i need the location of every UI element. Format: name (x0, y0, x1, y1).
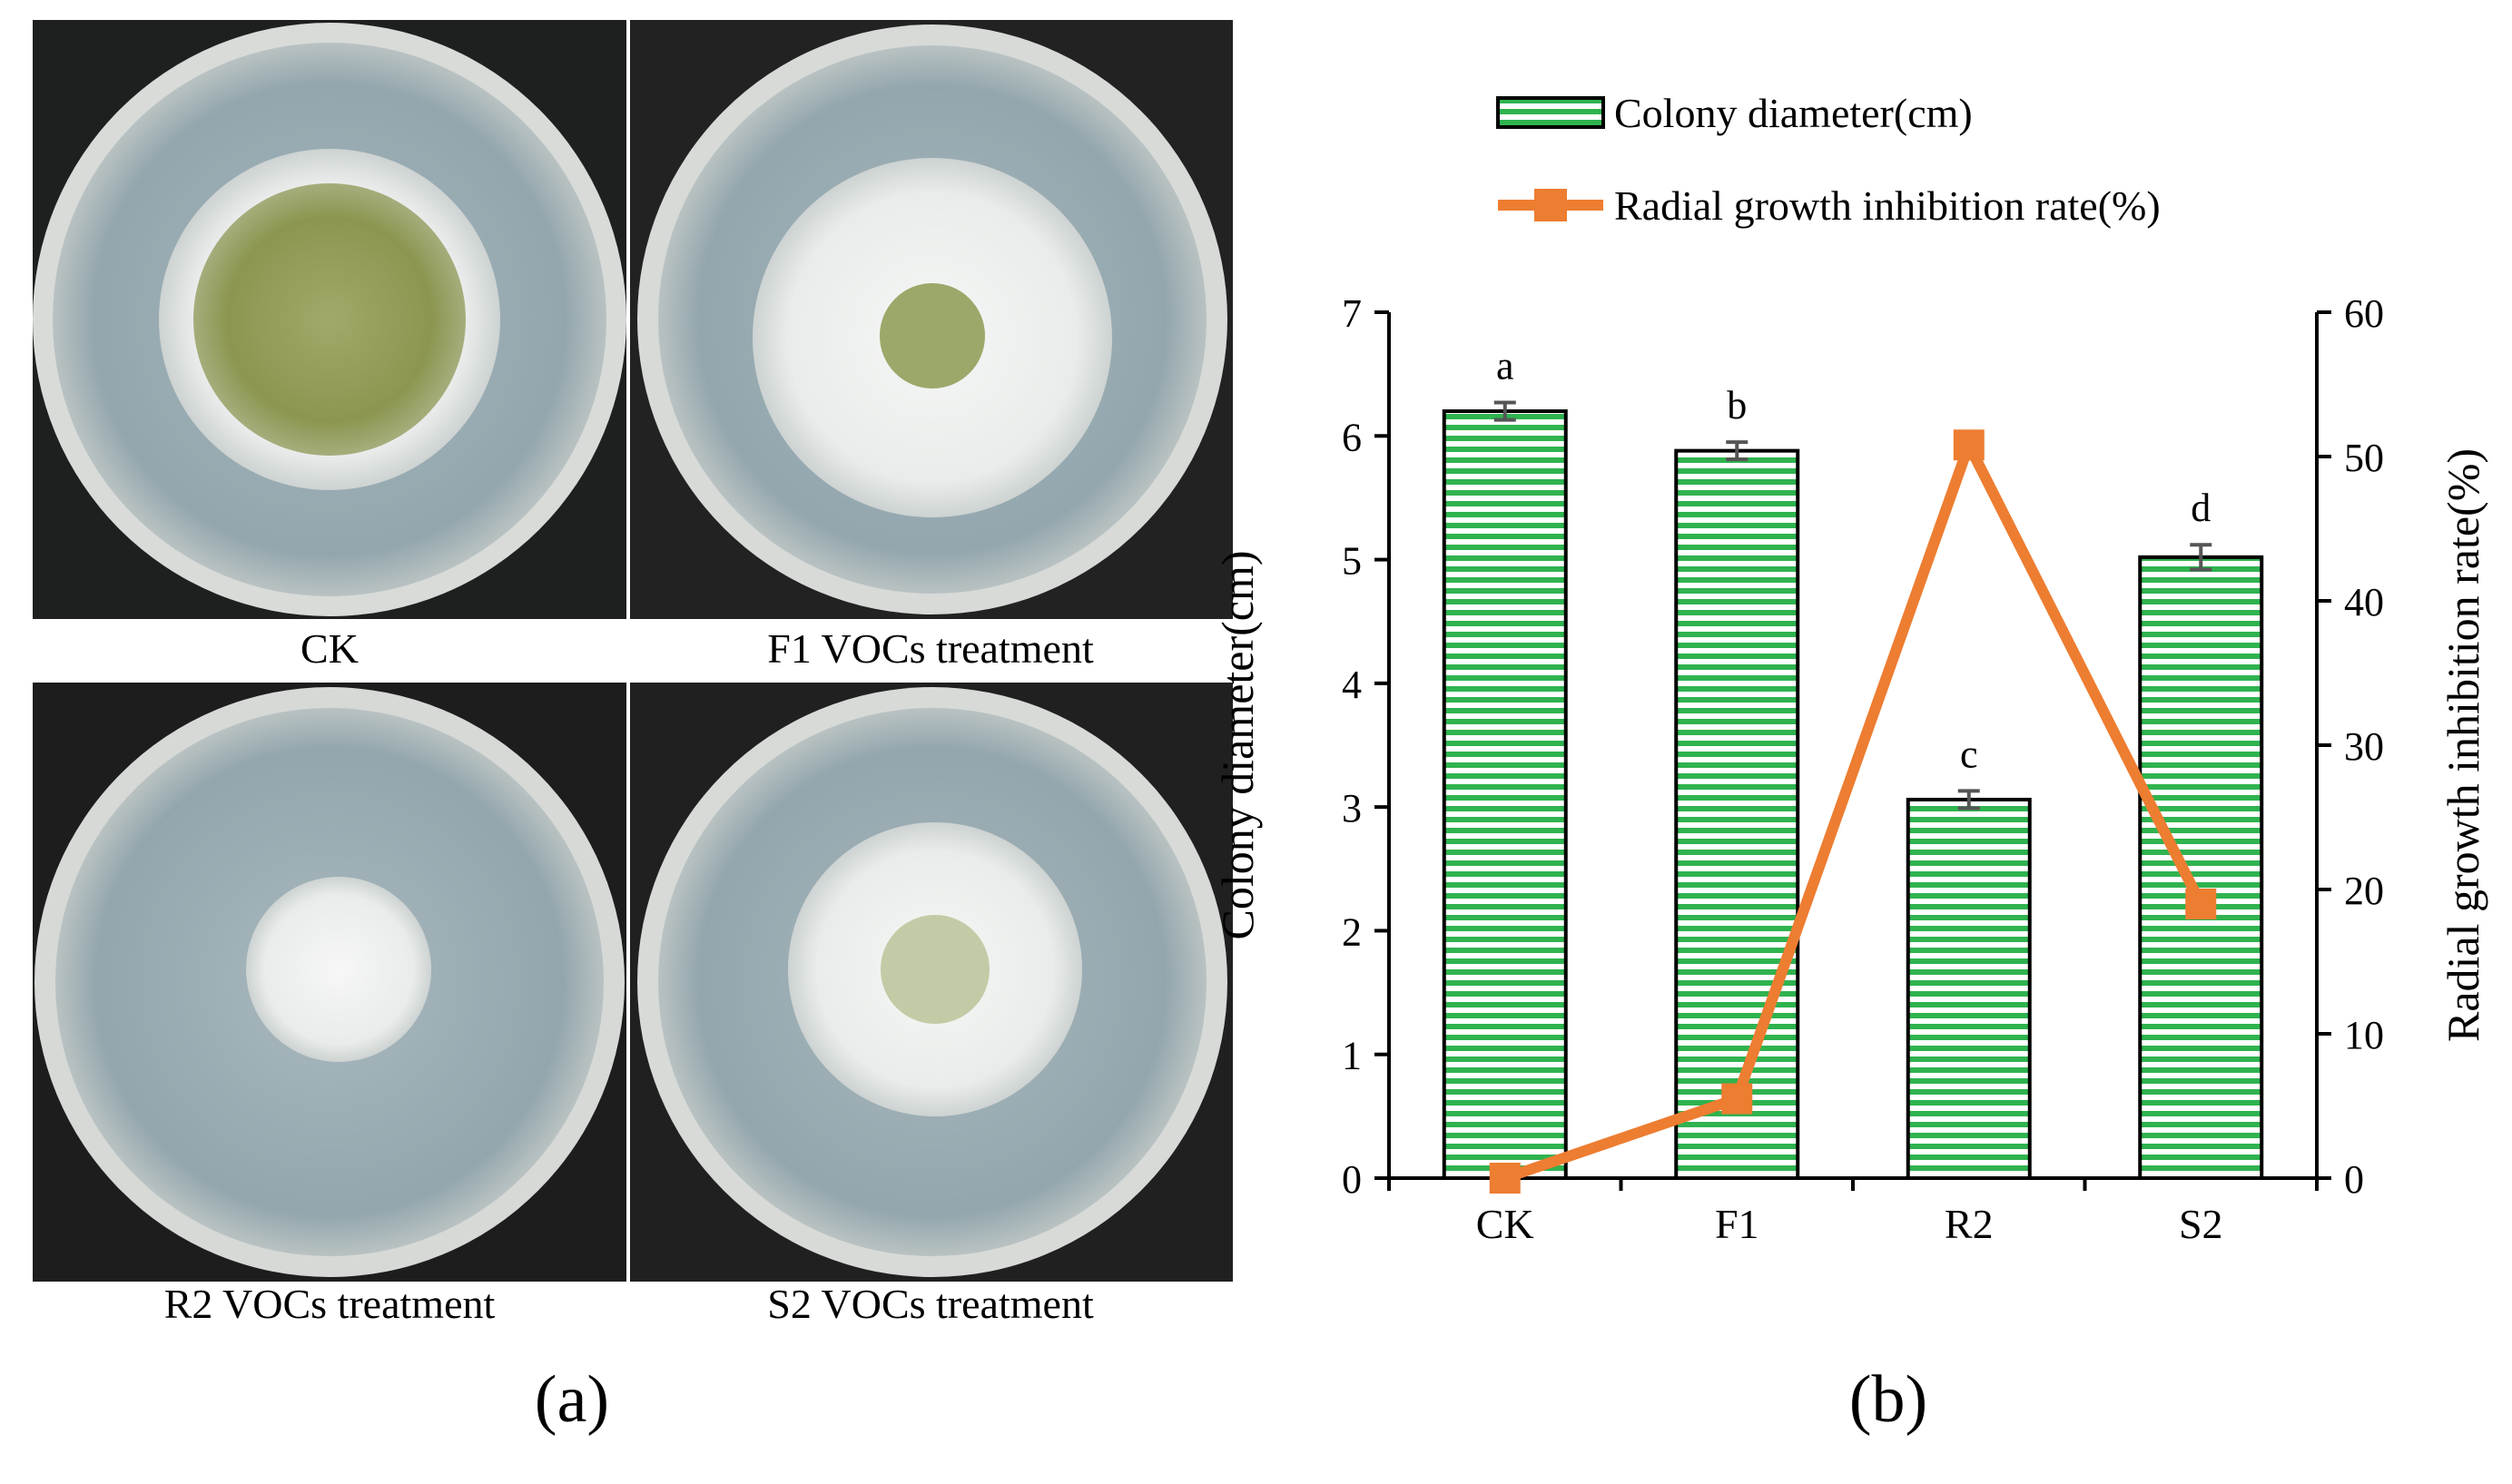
significance-letter: c (1960, 732, 1978, 776)
line-marker-s2 (2185, 888, 2217, 919)
bar-f1 (1674, 448, 1800, 1180)
line-marker-r2 (1953, 429, 1985, 461)
y-tick-label-left: 3 (1342, 786, 1362, 830)
y-tick-label-right: 30 (2344, 724, 2384, 769)
legend: Colony diameter(cm) Radial growth inhibit… (1496, 90, 2161, 229)
y-axis-title-left: Colony diameter(cm) (1212, 550, 1263, 939)
olive-center-f1 (880, 283, 985, 388)
panel-label-a: (a) (534, 1362, 610, 1437)
panel-a-photos (33, 20, 1233, 1282)
y-tick-label-right: 50 (2344, 436, 2384, 480)
legend-bar-swatch (1496, 96, 1605, 129)
bar-series: a b c d (1442, 343, 2264, 1180)
y-tick-label-left: 2 (1342, 909, 1362, 954)
x-tick-label: CK (1476, 1201, 1534, 1247)
panel-label-b: (b) (1848, 1362, 1928, 1437)
line-marker-ck (1489, 1163, 1521, 1194)
photo-label-r2: R2 VOCs treatment (163, 1281, 496, 1327)
chart-axes: 0 1 2 3 4 5 6 7 0 10 20 30 40 50 60 CK F1 R2 S2 Colony diam… (1212, 291, 2488, 1247)
x-tick-label: S2 (2179, 1201, 2223, 1247)
y-tick-label-right: 10 (2344, 1013, 2384, 1057)
line-marker-f1 (1721, 1083, 1753, 1115)
bar-s2 (2138, 555, 2264, 1180)
y-tick-label-right: 0 (2344, 1157, 2364, 1202)
photo-ck (33, 20, 626, 619)
photo-r2 (33, 683, 626, 1282)
bar-ck (1442, 409, 1568, 1180)
legend-line-marker (1534, 189, 1567, 221)
inhibition-line (1502, 439, 2206, 1184)
legend-bar-label: Colony diameter(cm) (1614, 90, 1973, 136)
y-tick-label-left: 7 (1342, 291, 1362, 336)
y-tick-label-left: 0 (1342, 1157, 1362, 1202)
photo-label-ck: CK (300, 625, 359, 672)
photo-label-s2: S2 VOCs treatment (767, 1281, 1094, 1327)
y-tick-label-left: 1 (1342, 1034, 1362, 1078)
x-tick-label: R2 (1945, 1201, 1994, 1247)
significance-letter: d (2191, 486, 2211, 530)
y-tick-label-right: 40 (2344, 580, 2384, 624)
y-tick-label-left: 5 (1342, 539, 1362, 584)
olive-colony-ck (193, 183, 466, 456)
y-axis-title-right: Radial growth inhibition rate(%) (2438, 448, 2488, 1042)
y-tick-label-right: 20 (2344, 869, 2384, 913)
significance-letter: a (1496, 343, 1514, 388)
y-tick-label-left: 6 (1342, 415, 1362, 459)
photo-label-f1: F1 VOCs treatment (767, 625, 1094, 672)
bar-r2 (1906, 797, 2032, 1180)
green-center-s2 (881, 915, 990, 1024)
photo-s2 (630, 683, 1233, 1282)
x-tick-label: F1 (1715, 1201, 1759, 1247)
line-series (1489, 429, 2217, 1194)
legend-line-label: Radial growth inhibition rate(%) (1614, 182, 2161, 229)
y-tick-label-left: 4 (1342, 663, 1362, 707)
photo-f1 (630, 20, 1233, 619)
y-tick-label-right: 60 (2344, 291, 2384, 336)
significance-letter: b (1727, 383, 1747, 428)
